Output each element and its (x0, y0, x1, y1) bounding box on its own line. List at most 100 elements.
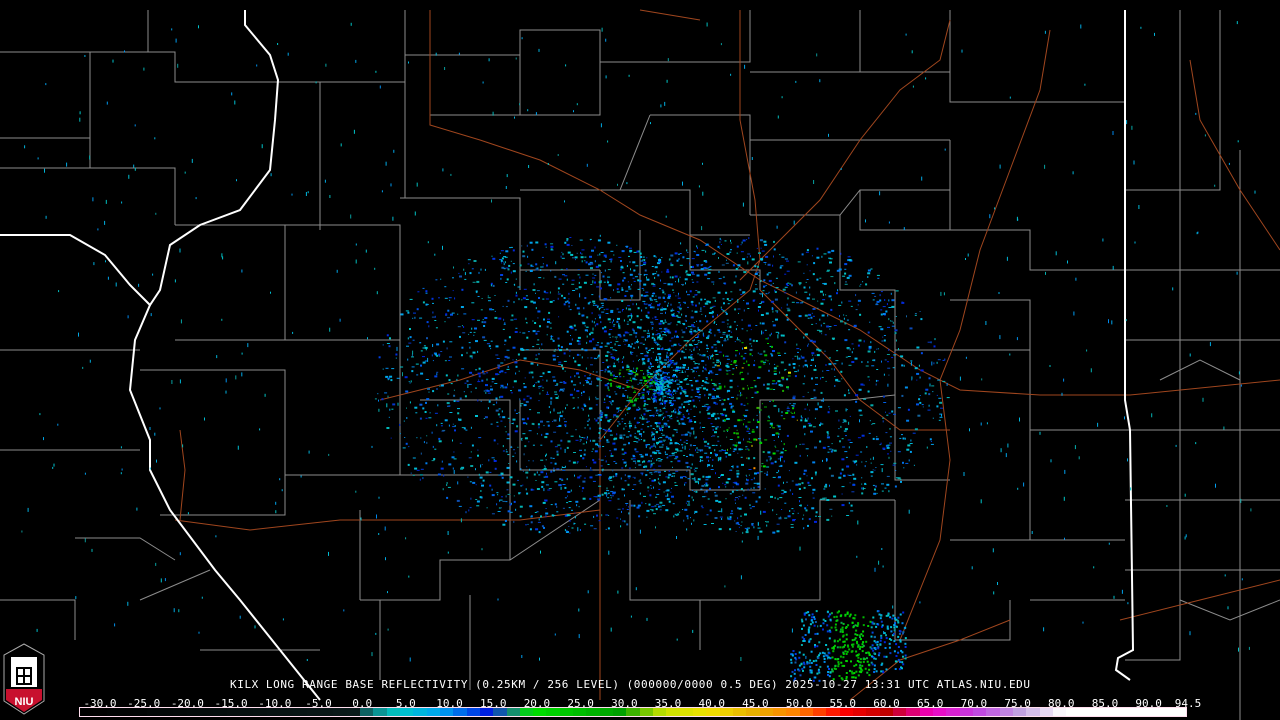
echo-pixel (622, 279, 625, 282)
echo-pixel (637, 460, 641, 463)
echo-pixel (471, 302, 475, 304)
echo-pixel (682, 415, 685, 418)
echo-pixel (664, 301, 667, 303)
echo-pixel (904, 386, 908, 389)
echo-pixel (566, 502, 569, 504)
echo-pixel (583, 384, 585, 386)
echo-pixel (583, 281, 587, 284)
echo-pixel (518, 412, 520, 414)
echo-pixel (649, 297, 652, 300)
echo-pixel (539, 657, 540, 661)
echo-pixel (700, 298, 703, 301)
echo-pixel (646, 257, 648, 259)
echo-pixel (458, 52, 460, 55)
echo-pixel (613, 374, 615, 377)
echo-pixel (708, 331, 711, 333)
echo-pixel (606, 494, 608, 497)
echo-pixel (726, 373, 729, 375)
highway (174, 509, 601, 531)
echo-pixel (674, 275, 678, 278)
echo-pixel (630, 300, 631, 302)
echo-pixel (600, 302, 604, 304)
echo-pixel (660, 336, 663, 338)
echo-pixel (781, 307, 783, 309)
echo-pixel (892, 464, 896, 466)
echo-pixel (676, 366, 679, 369)
echo-pixel (573, 357, 575, 359)
echo-pixel (702, 370, 704, 373)
echo-pixel (582, 322, 586, 325)
echo-pixel (770, 300, 774, 303)
echo-pixel (869, 420, 871, 422)
echo-pixel (781, 376, 785, 379)
echo-pixel (904, 437, 906, 440)
echo-pixel (929, 438, 932, 441)
echo-pixel (514, 452, 516, 454)
echo-pixel (704, 404, 706, 406)
echo-pixel (605, 528, 607, 530)
echo-pixel (826, 518, 830, 521)
echo-pixel (491, 309, 495, 311)
echo-pixel (615, 350, 618, 352)
echo-pixel (880, 637, 883, 639)
echo-pixel (609, 321, 611, 323)
echo-pixel (812, 308, 816, 310)
echo-pixel (586, 341, 588, 344)
echo-pixel (680, 393, 681, 395)
echo-pixel (821, 333, 823, 335)
echo-pixel (663, 376, 667, 378)
echo-pixel (635, 370, 637, 373)
echo-pixel (668, 455, 672, 457)
echo-pixel (585, 367, 587, 370)
echo-pixel (526, 476, 528, 479)
echo-pixel (677, 316, 681, 318)
echo-pixel (700, 341, 703, 344)
echo-pixel (575, 259, 576, 261)
echo-pixel (814, 471, 817, 474)
echo-pixel (732, 264, 735, 267)
echo-pixel (880, 328, 884, 331)
echo-pixel (867, 276, 869, 278)
echo-pixel (634, 379, 638, 381)
echo-pixel (616, 411, 618, 413)
echo-pixel (527, 331, 530, 333)
echo-pixel (570, 335, 571, 336)
echo-pixel (623, 334, 626, 337)
echo-pixel (671, 454, 675, 456)
echo-pixel (627, 332, 630, 334)
echo-pixel (661, 362, 665, 364)
echo-pixel (543, 526, 545, 529)
echo-pixel (553, 408, 555, 412)
echo-pixel (738, 441, 741, 444)
echo-pixel (824, 485, 828, 488)
echo-pixel (522, 422, 526, 425)
echo-pixel (831, 249, 835, 252)
echo-pixel (862, 641, 865, 644)
echo-pixel (536, 330, 540, 332)
echo-pixel (763, 350, 766, 353)
echo-pixel (763, 262, 767, 263)
echo-pixel (463, 391, 465, 393)
echo-pixel (626, 265, 628, 267)
echo-pixel (829, 508, 833, 510)
echo-pixel (816, 278, 819, 281)
echo-pixel (762, 465, 766, 468)
echo-pixel (936, 361, 938, 364)
echo-pixel (453, 389, 455, 391)
echo-pixel (705, 315, 707, 318)
echo-pixel (632, 303, 634, 306)
echo-pixel (561, 466, 563, 468)
echo-pixel (592, 327, 594, 331)
echo-pixel (499, 396, 501, 399)
echo-pixel (553, 431, 557, 433)
echo-pixel (1126, 120, 1128, 125)
echo-pixel (736, 367, 737, 369)
echo-pixel (496, 358, 500, 359)
echo-pixel (460, 518, 462, 523)
echo-pixel (782, 288, 786, 291)
echo-pixel (513, 495, 515, 497)
echo-pixel (601, 468, 604, 470)
echo-pixel (694, 396, 698, 397)
echo-pixel (638, 433, 642, 436)
